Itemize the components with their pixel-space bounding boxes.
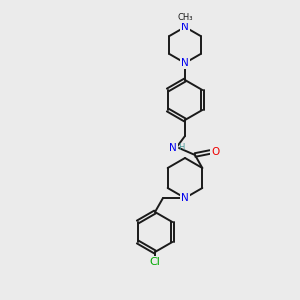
Text: CH₃: CH₃ — [177, 14, 193, 22]
Text: H: H — [178, 143, 184, 152]
Text: O: O — [211, 147, 219, 157]
Text: N: N — [181, 58, 189, 68]
Text: N: N — [181, 193, 189, 203]
Text: N: N — [181, 22, 189, 32]
Text: N: N — [169, 143, 177, 153]
Text: Cl: Cl — [150, 257, 160, 267]
